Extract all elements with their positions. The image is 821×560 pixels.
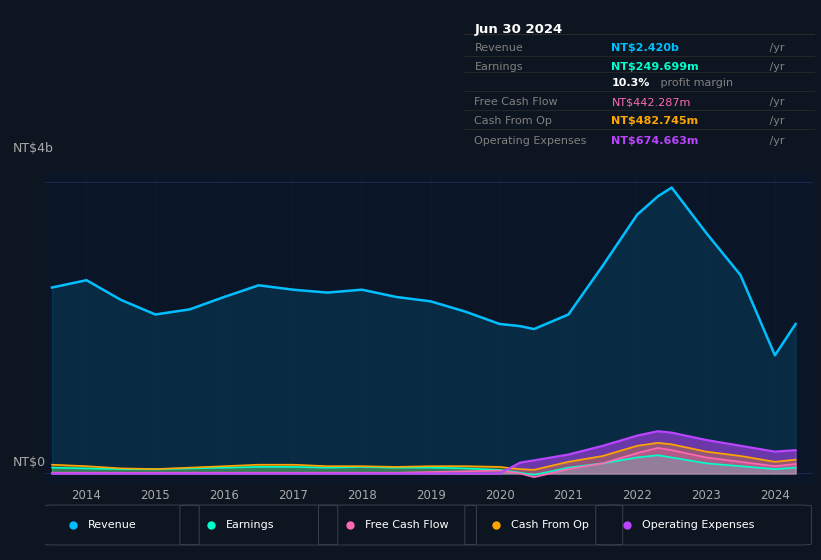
Text: NT$2.420b: NT$2.420b (612, 43, 679, 53)
Text: Cash From Op: Cash From Op (475, 116, 553, 126)
Text: /yr: /yr (766, 62, 785, 72)
Text: Revenue: Revenue (475, 43, 523, 53)
Text: NT$482.745m: NT$482.745m (612, 116, 699, 126)
Text: NT$4b: NT$4b (12, 142, 53, 155)
Text: Cash From Op: Cash From Op (511, 520, 589, 530)
Text: Operating Expenses: Operating Expenses (475, 137, 587, 146)
Text: /yr: /yr (766, 116, 785, 126)
Text: /yr: /yr (766, 97, 785, 107)
Text: Free Cash Flow: Free Cash Flow (365, 520, 448, 530)
Text: Free Cash Flow: Free Cash Flow (475, 97, 558, 107)
Text: /yr: /yr (766, 137, 785, 146)
Text: NT$674.663m: NT$674.663m (612, 137, 699, 146)
Text: NT$249.699m: NT$249.699m (612, 62, 699, 72)
Text: NT$442.287m: NT$442.287m (612, 97, 690, 107)
Text: Earnings: Earnings (475, 62, 523, 72)
Text: Jun 30 2024: Jun 30 2024 (475, 23, 562, 36)
Text: NT$0: NT$0 (12, 455, 45, 469)
Text: Operating Expenses: Operating Expenses (642, 520, 754, 530)
Text: /yr: /yr (766, 43, 785, 53)
Text: 10.3%: 10.3% (612, 78, 650, 88)
Text: Earnings: Earnings (226, 520, 275, 530)
Text: profit margin: profit margin (657, 78, 733, 88)
Text: Revenue: Revenue (88, 520, 136, 530)
